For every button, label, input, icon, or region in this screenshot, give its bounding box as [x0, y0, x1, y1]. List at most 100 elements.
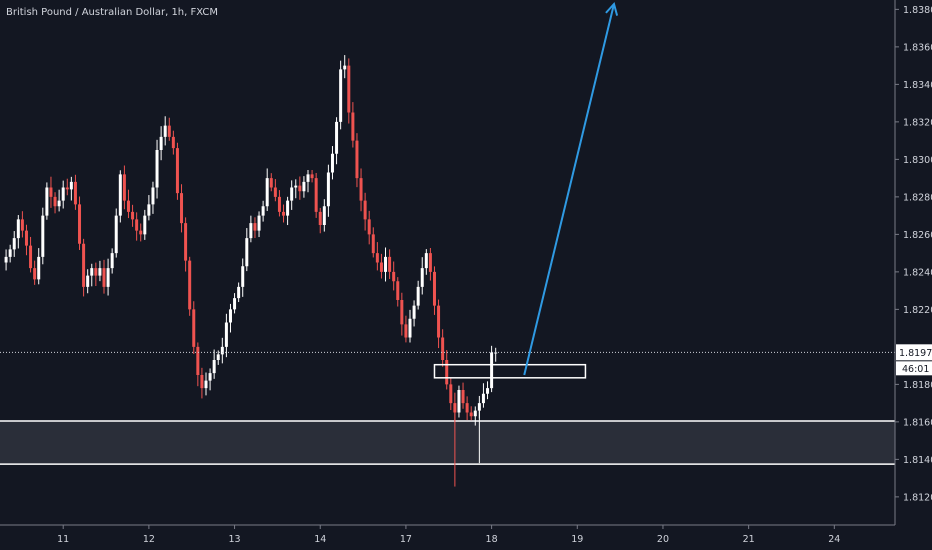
price-axis-panel	[895, 0, 932, 550]
candle-body	[188, 260, 192, 310]
candle-body	[53, 196, 57, 207]
candle-body	[49, 187, 53, 197]
candle-body	[69, 181, 73, 190]
candle-body	[241, 266, 245, 287]
candle-body	[167, 125, 171, 137]
candle-body	[151, 187, 155, 205]
y-tick-label: 1.83400	[903, 80, 932, 91]
candle-body	[12, 238, 16, 250]
candle-body	[473, 410, 477, 417]
candle-body	[65, 187, 69, 190]
y-tick-label: 1.83800	[903, 5, 932, 16]
candle-body	[457, 390, 461, 413]
candle-body	[16, 219, 20, 239]
candle-body	[245, 238, 249, 267]
candle-body	[379, 262, 383, 272]
candle-body	[204, 380, 208, 389]
candle-body	[143, 215, 147, 235]
candle-body	[302, 181, 306, 192]
candle-body	[265, 178, 269, 207]
candle-body	[29, 245, 33, 269]
candle-body	[139, 230, 143, 235]
candle-body	[102, 268, 106, 287]
candle-body	[122, 174, 126, 201]
candle-body	[220, 346, 224, 355]
candle-body	[233, 298, 237, 310]
candle-body	[73, 181, 77, 205]
candle-body	[78, 204, 82, 244]
candle-body	[412, 305, 416, 319]
candle-body	[330, 153, 334, 173]
countdown-label: 46:01	[902, 364, 929, 375]
x-tick-label: 24	[828, 534, 840, 545]
candle-body	[461, 390, 465, 404]
candle-body	[135, 219, 139, 231]
candle-body	[147, 204, 151, 216]
candle-body	[363, 200, 367, 220]
candle-body	[469, 412, 473, 417]
y-tick-label: 1.81600	[903, 417, 932, 428]
candle-body	[351, 112, 355, 141]
candle-body	[8, 249, 12, 257]
y-tick-label: 1.81200	[903, 492, 932, 503]
candle-body	[4, 256, 8, 263]
candle-body	[490, 352, 494, 389]
candle-body	[171, 136, 175, 149]
candle-body	[257, 215, 261, 231]
y-tick-label: 1.81400	[903, 455, 932, 466]
candle-body	[90, 268, 94, 276]
candle-body	[155, 150, 159, 188]
candle-body	[449, 384, 453, 404]
candle-body	[106, 268, 110, 287]
candle-body	[465, 403, 469, 413]
candle-body	[477, 403, 481, 411]
x-tick-label: 14	[314, 534, 326, 545]
candle-body	[282, 211, 286, 216]
candle-body	[375, 253, 379, 263]
x-tick-label: 17	[400, 534, 412, 545]
y-tick-label: 1.83200	[903, 117, 932, 128]
candle-body	[335, 121, 339, 154]
candle-body	[388, 256, 392, 272]
candle-body	[400, 300, 404, 325]
candle-body	[94, 268, 98, 276]
candle-body	[61, 187, 65, 201]
candle-body	[318, 211, 322, 225]
y-tick-label: 1.82200	[903, 305, 932, 316]
countdown-badge	[896, 361, 932, 376]
candle-body	[347, 65, 351, 113]
candle-body	[131, 211, 135, 220]
candle-body	[82, 243, 86, 287]
candle-body	[294, 185, 298, 188]
candle-body	[253, 223, 257, 231]
candle-body	[41, 215, 45, 257]
candle-body	[367, 219, 371, 235]
candle-body	[200, 375, 204, 389]
candle-body	[306, 174, 310, 182]
candle-body	[192, 309, 196, 347]
last-price-label: 1.81971	[899, 348, 932, 359]
candle-body	[416, 286, 420, 306]
candle-body	[212, 360, 216, 374]
candle-body	[98, 268, 102, 276]
candle-body	[428, 253, 432, 272]
x-tick-label: 18	[486, 534, 498, 545]
candle-body	[322, 206, 326, 225]
y-tick-label: 1.82400	[903, 267, 932, 278]
y-tick-label: 1.83600	[903, 42, 932, 53]
candle-body	[45, 187, 49, 216]
candle-body	[20, 219, 24, 231]
candle-body	[196, 346, 200, 375]
last-price-badge	[896, 344, 932, 361]
candle-body	[37, 256, 41, 280]
candle-body	[408, 318, 412, 338]
candle-body	[249, 223, 253, 239]
candle-body	[437, 305, 441, 338]
candle-body	[486, 388, 490, 394]
candle-body	[314, 178, 318, 212]
candle-body	[286, 200, 290, 216]
projection-arrow-head	[605, 1, 619, 16]
candle-body	[404, 324, 408, 338]
